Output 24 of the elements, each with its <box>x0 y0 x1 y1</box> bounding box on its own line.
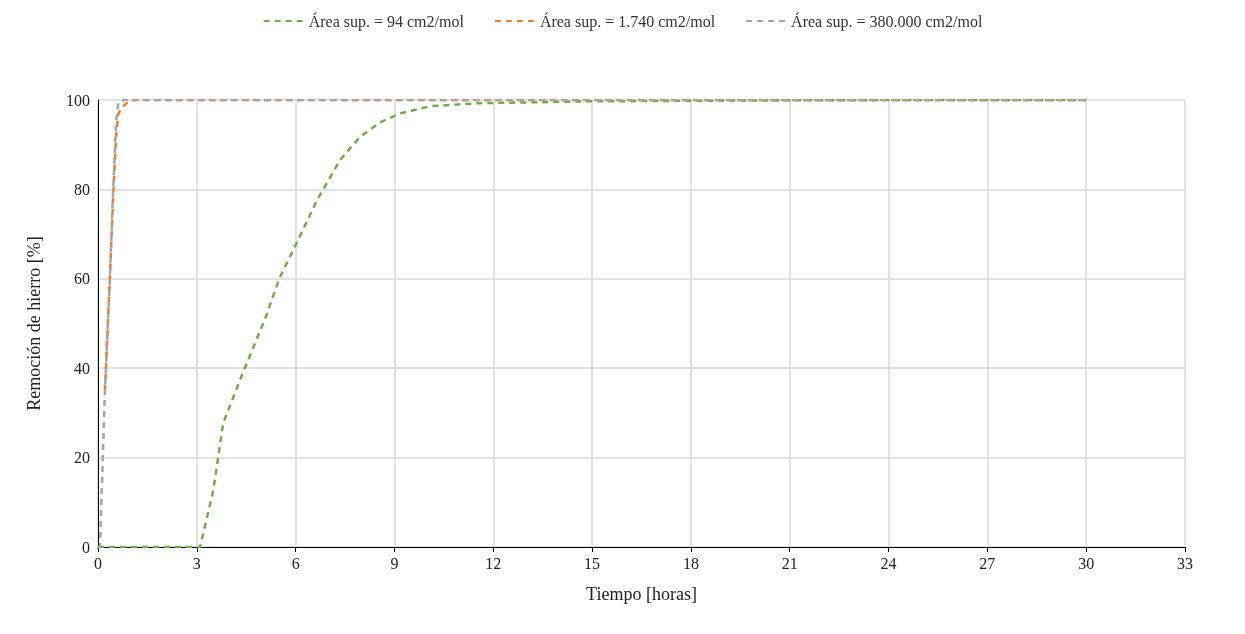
line-series <box>96 98 1088 549</box>
y-tick-label: 60 <box>74 270 90 288</box>
legend-label: Área sup. = 94 cm2/mol <box>308 11 465 31</box>
x-tick-label: 15 <box>584 554 601 572</box>
legend-label: Área sup. = 1.740 cm2/mol <box>539 11 716 31</box>
x-tick-label: 18 <box>682 554 699 572</box>
legend-label: Área sup. = 380.000 cm2/mol <box>791 11 983 31</box>
x-tick-label: 33 <box>1177 554 1193 572</box>
x-tick-label: 21 <box>781 554 798 572</box>
y-tick-label: 80 <box>74 180 90 198</box>
x-tick-label: 0 <box>94 554 102 572</box>
y-tick-label: 100 <box>66 91 90 109</box>
y-axis-title: Remoción de hierro [%] <box>24 236 44 411</box>
y-tick-label: 0 <box>82 538 90 556</box>
y-tick-label: 20 <box>74 449 90 467</box>
x-tick-label: 12 <box>485 554 502 572</box>
y-tick-label: 40 <box>74 359 90 377</box>
x-tick-label: 24 <box>880 554 897 572</box>
x-tick-label: 30 <box>1078 554 1095 572</box>
x-tick-label: 27 <box>979 554 996 572</box>
x-tick-label: 3 <box>192 554 201 572</box>
x-tick-label: 6 <box>291 554 300 572</box>
x-tick-label: 9 <box>390 554 399 572</box>
x-axis-title: Tiempo [horas] <box>586 584 697 604</box>
